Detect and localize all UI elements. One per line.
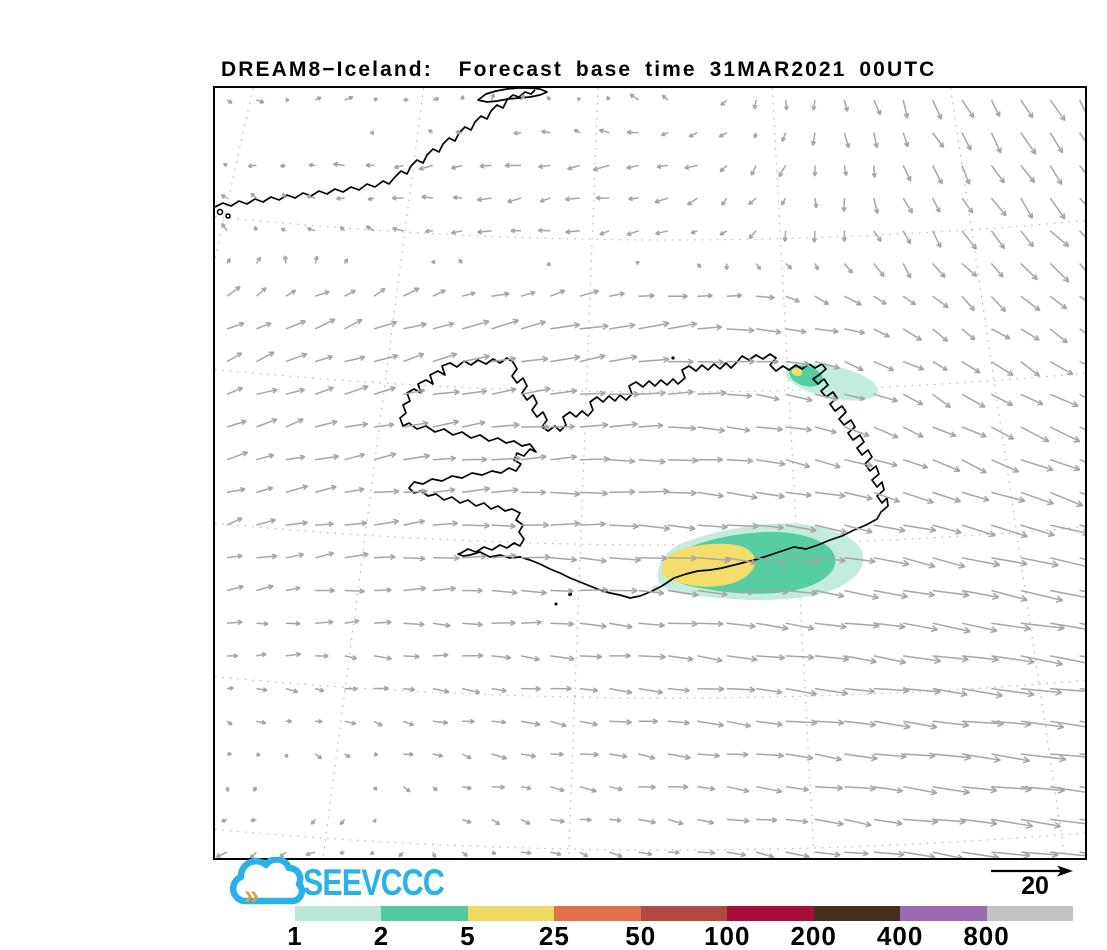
colorbar-segment bbox=[640, 906, 728, 921]
colorbar-segment bbox=[467, 906, 555, 921]
colorbar-label: 800 bbox=[963, 921, 1010, 950]
map-canvas bbox=[215, 88, 1085, 858]
wind-scale: 20 bbox=[985, 860, 1085, 902]
colorbar-segment bbox=[727, 906, 814, 921]
colorbar-label: 5 bbox=[460, 921, 476, 950]
colorbar-segment bbox=[900, 906, 987, 921]
colorbar-label: 2 bbox=[373, 921, 390, 950]
wind-scale-arrow-icon bbox=[991, 865, 1073, 877]
colorbar-label: 100 bbox=[704, 921, 751, 950]
colorbar bbox=[295, 906, 1073, 921]
logo-arrow-icon: » bbox=[244, 880, 259, 907]
dust-plume-northeast bbox=[785, 363, 879, 401]
colorbar-label: 25 bbox=[538, 921, 570, 950]
colorbar-segment bbox=[813, 906, 901, 921]
iceland-coastline bbox=[399, 353, 889, 606]
colorbar-label: 1 bbox=[287, 921, 303, 950]
wind-arrows-layer bbox=[215, 93, 1085, 858]
colorbar-labels: 1 2 5 25 50 100 200 400 800 bbox=[287, 921, 1073, 950]
wind-scale-label: 20 bbox=[1021, 872, 1049, 900]
colorbar-segment bbox=[295, 906, 382, 921]
colorbar-segment bbox=[986, 906, 1073, 921]
logo-text: SEEVCCC bbox=[303, 862, 445, 903]
greenland-coastline bbox=[215, 88, 548, 219]
colorbar-segment bbox=[554, 906, 641, 921]
map-frame bbox=[213, 86, 1087, 860]
dust-plume-south bbox=[652, 523, 864, 600]
colorbar-label: 200 bbox=[790, 921, 837, 950]
seevccc-logo: » SEEVCCC bbox=[217, 856, 445, 910]
graticule-layer bbox=[215, 88, 1085, 858]
cloud-icon: » bbox=[229, 856, 306, 910]
colorbar-segment bbox=[381, 906, 468, 921]
title-line-model-basetime: DREAM8−Iceland: Forecast base time 31MAR… bbox=[221, 58, 937, 81]
colorbar-label: 50 bbox=[625, 921, 657, 950]
colorbar-label: 400 bbox=[876, 921, 924, 950]
